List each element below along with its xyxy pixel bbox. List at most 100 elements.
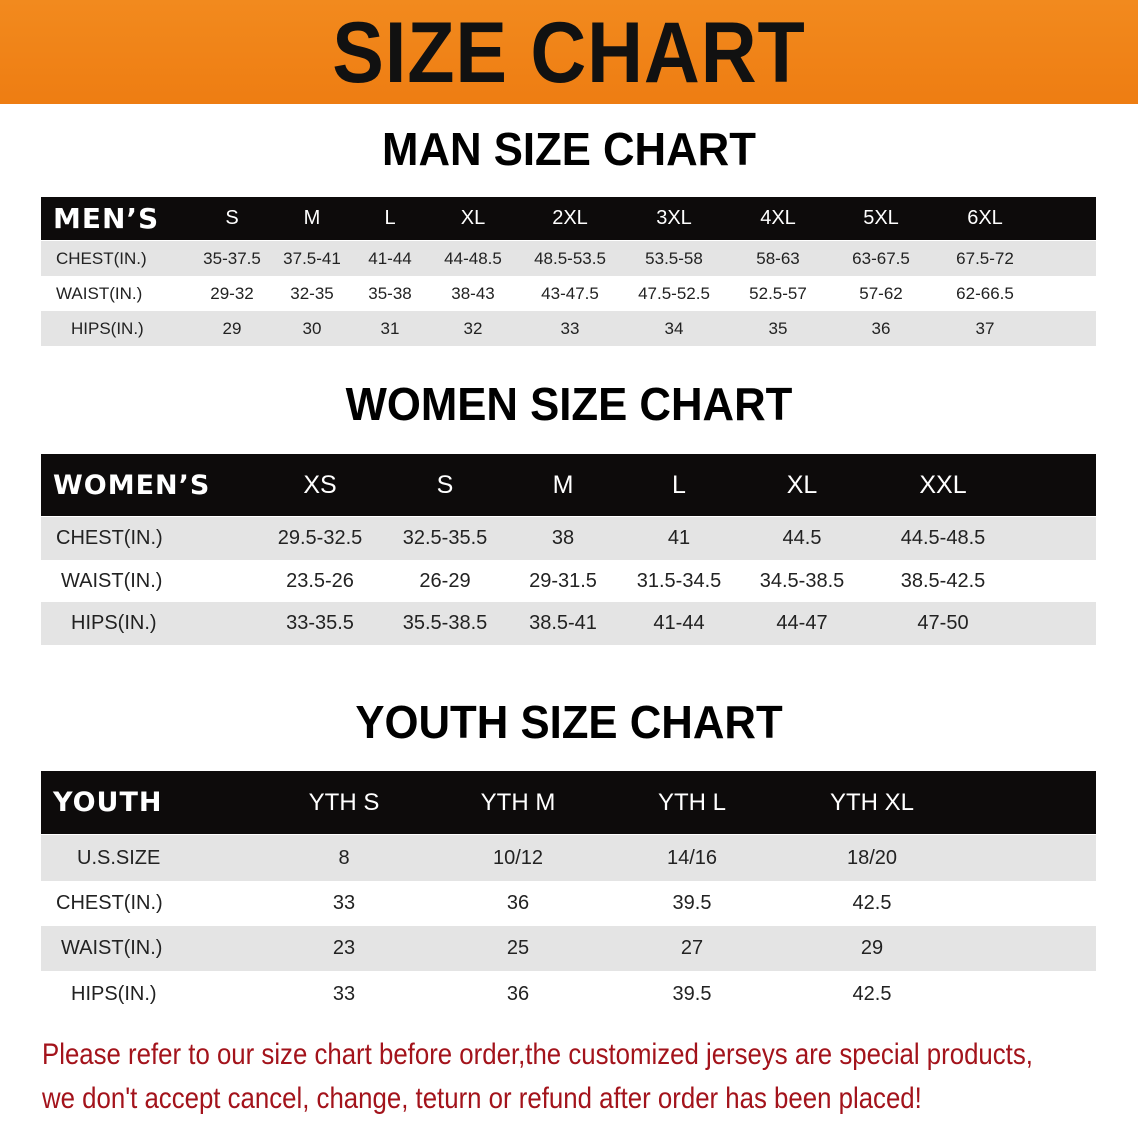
table-cell: 29.5-32.5 bbox=[277, 527, 363, 549]
header-row: WOMEN’S XS S M L XL XXL bbox=[41, 454, 1096, 516]
table-cell: 31 bbox=[380, 318, 400, 338]
table-cell: 37.5-41 bbox=[283, 248, 341, 268]
table-cell: 39.5 bbox=[672, 982, 712, 1005]
table-cell: 47-50 bbox=[917, 612, 969, 634]
table-cell: 36 bbox=[506, 982, 530, 1005]
table-cell: 29 bbox=[860, 937, 884, 959]
table-cell: 48.5-53.5 bbox=[534, 248, 606, 268]
size-header: S bbox=[225, 207, 239, 229]
table-cell: 18/20 bbox=[846, 846, 898, 869]
size-header: 5XL bbox=[863, 207, 899, 229]
table-cell: 42.5 bbox=[852, 982, 892, 1005]
size-header: 4XL bbox=[760, 207, 796, 229]
women-section-title: WOMEN SIZE CHART bbox=[345, 378, 793, 430]
row-label: CHEST(IN.) bbox=[56, 248, 147, 268]
table-cell: 25 bbox=[506, 937, 530, 959]
table-cell: 34 bbox=[664, 318, 684, 338]
table-cell: 38.5-42.5 bbox=[900, 569, 986, 592]
table-cell: 37 bbox=[975, 318, 995, 338]
table-cell: 44-47 bbox=[776, 612, 828, 634]
table-cell: 30 bbox=[302, 318, 322, 338]
table-cell: 47.5-52.5 bbox=[638, 283, 710, 303]
table-cell: 36 bbox=[871, 318, 891, 338]
table-cell: 57-62 bbox=[859, 283, 903, 303]
size-header: L bbox=[384, 207, 396, 229]
table-cell: 63-67.5 bbox=[852, 248, 910, 268]
size-header: YTH XL bbox=[829, 788, 915, 816]
header-row: MEN’S S M L XL 2XL 3XL 4XL 5XL 6XL bbox=[41, 197, 1096, 240]
table-cell: 34.5-38.5 bbox=[759, 569, 845, 592]
table-row: WAIST(IN.) 23 25 27 29 bbox=[41, 926, 1096, 971]
table-cell: 8 bbox=[338, 846, 350, 869]
table-cell: 41 bbox=[667, 527, 691, 549]
header-label: MEN’S bbox=[53, 202, 160, 235]
size-header: XL bbox=[460, 207, 486, 229]
size-header: M bbox=[303, 207, 321, 229]
row-label: HIPS(IN.) bbox=[71, 982, 157, 1005]
size-header: YTH L bbox=[657, 788, 727, 816]
table-cell: 44.5-48.5 bbox=[900, 527, 986, 549]
banner: SIZE CHART bbox=[0, 0, 1138, 104]
table-cell: 41-44 bbox=[653, 612, 705, 634]
table-cell: 33 bbox=[560, 318, 580, 338]
table-cell: 14/16 bbox=[666, 846, 718, 869]
table-cell: 52.5-57 bbox=[749, 283, 807, 303]
table-cell: 29-31.5 bbox=[529, 569, 597, 592]
table-row: CHEST(IN.) 35-37.5 37.5-41 41-44 44-48.5 48.5… bbox=[41, 241, 1096, 276]
table-cell: 35-37.5 bbox=[203, 248, 261, 268]
table-cell: 26-29 bbox=[419, 569, 471, 592]
table-cell: 36 bbox=[506, 892, 530, 914]
table-cell: 10/12 bbox=[492, 846, 544, 869]
size-header: 6XL bbox=[967, 207, 1003, 229]
table-cell: 33 bbox=[332, 892, 356, 914]
row-label: CHEST(IN.) bbox=[56, 527, 163, 549]
size-header: 3XL bbox=[656, 207, 692, 229]
table-row: WAIST(IN.) 23.5-26 26-29 29-31.5 31.5-34.5 34… bbox=[41, 560, 1096, 602]
table-cell: 33-35.5 bbox=[286, 612, 354, 634]
table-cell: 44-48.5 bbox=[444, 248, 502, 268]
header-label: WOMEN’S bbox=[53, 469, 211, 501]
row-label: WAIST(IN.) bbox=[61, 937, 163, 959]
size-header: XXL bbox=[919, 470, 967, 499]
youth-size-table: YOUTH YTH S YTH M YTH L YTH XL U.S.SIZE 8 10/12… bbox=[41, 771, 1096, 1017]
table-cell: 38 bbox=[551, 527, 575, 549]
men-size-table: MEN’S S M L XL 2XL 3XL 4XL 5XL 6XL CHEST(IN.) 35-37… bbox=[41, 197, 1096, 346]
table-row: WAIST(IN.) 29-32 32-35 35-38 38-43 43-47.5 47.… bbox=[41, 276, 1096, 311]
table-cell: 39.5 bbox=[672, 892, 712, 914]
size-header: XL bbox=[786, 470, 818, 499]
table-row: CHEST(IN.) 29.5-32.5 32.5-35.5 38 41 44.5 44.5… bbox=[41, 517, 1096, 560]
size-header: S bbox=[436, 470, 454, 499]
size-header: YTH S bbox=[308, 788, 380, 816]
size-header: L bbox=[672, 470, 686, 499]
table-row: HIPS(IN.) 33-35.5 35.5-38.5 38.5-41 41-44 44-… bbox=[41, 602, 1096, 645]
table-cell: 67.5-72 bbox=[956, 248, 1014, 268]
table-cell: 23.5-26 bbox=[286, 569, 354, 592]
header-label: YOUTH bbox=[53, 787, 163, 818]
table-row: HIPS(IN.) 29 30 31 32 33 34 35 36 37 bbox=[41, 311, 1096, 346]
row-label: WAIST(IN.) bbox=[56, 283, 143, 303]
women-size-table: WOMEN’S XS S M L XL XXL CHEST(IN.) 29.5-32.5 32.5… bbox=[41, 454, 1096, 645]
row-label: WAIST(IN.) bbox=[61, 569, 163, 592]
table-cell: 38-43 bbox=[451, 283, 495, 303]
header-row: YOUTH YTH S YTH M YTH L YTH XL bbox=[41, 771, 1096, 834]
table-cell: 32-35 bbox=[290, 283, 334, 303]
table-cell: 32 bbox=[463, 318, 483, 338]
table-cell: 53.5-58 bbox=[645, 248, 703, 268]
table-cell: 62-66.5 bbox=[956, 283, 1014, 303]
youth-section-title: YOUTH SIZE CHART bbox=[355, 696, 783, 748]
table-cell: 32.5-35.5 bbox=[402, 527, 488, 549]
table-cell: 33 bbox=[332, 982, 356, 1005]
row-label: HIPS(IN.) bbox=[71, 318, 144, 338]
row-label: CHEST(IN.) bbox=[56, 892, 163, 914]
table-cell: 35.5-38.5 bbox=[402, 612, 488, 634]
table-row: HIPS(IN.) 33 36 39.5 42.5 bbox=[41, 971, 1096, 1017]
table-cell: 23 bbox=[332, 937, 356, 959]
table-cell: 38.5-41 bbox=[529, 612, 597, 634]
table-cell: 41-44 bbox=[368, 248, 412, 268]
men-section-title: MAN SIZE CHART bbox=[382, 123, 756, 175]
table-cell: 29-32 bbox=[210, 283, 254, 303]
notice-line-2: we don't accept cancel, change, teturn o… bbox=[42, 1082, 922, 1115]
row-label: HIPS(IN.) bbox=[71, 612, 157, 634]
table-cell: 35 bbox=[768, 318, 788, 338]
table-row: U.S.SIZE 8 10/12 14/16 18/20 bbox=[41, 835, 1096, 881]
